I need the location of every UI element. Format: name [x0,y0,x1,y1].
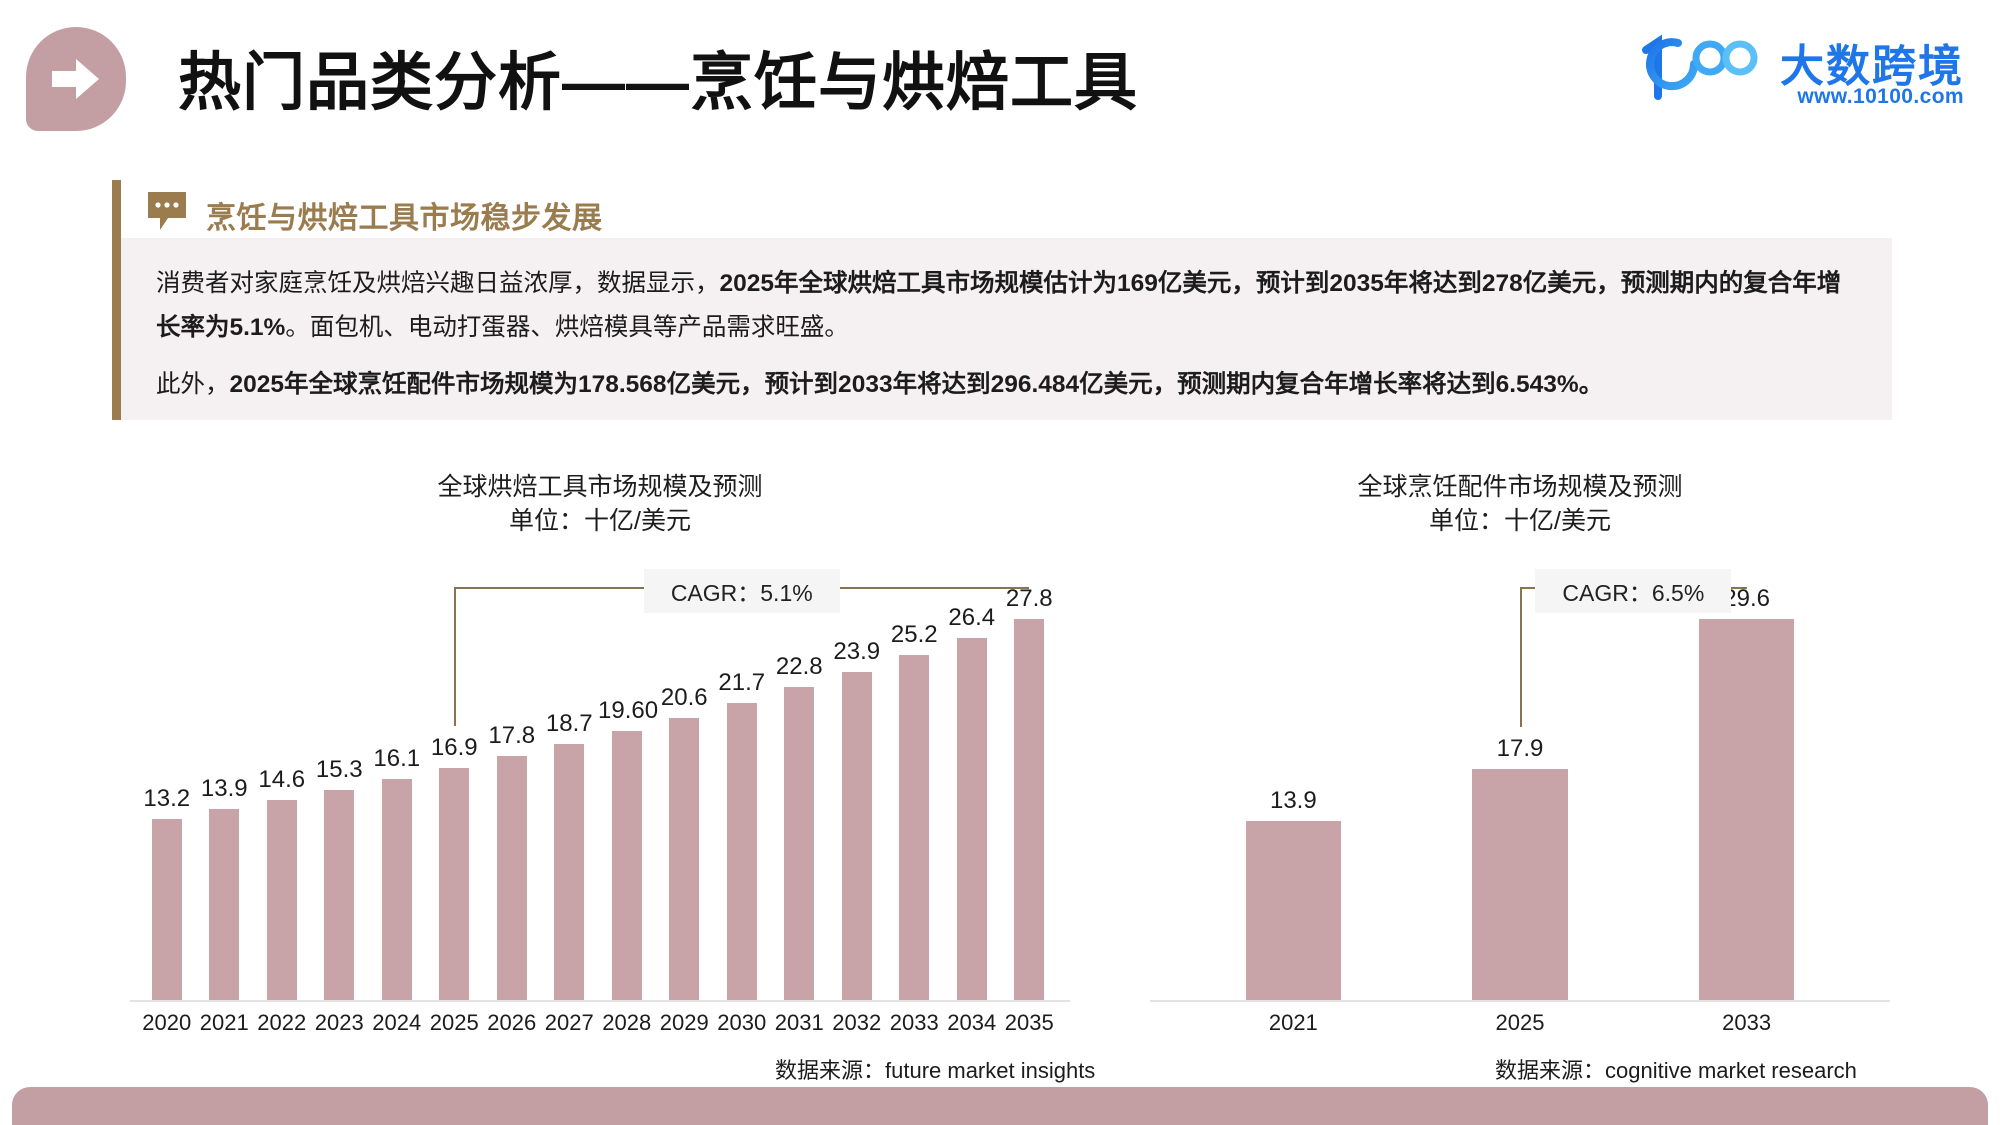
footer-bar [12,1087,1988,1125]
text-segment-2: 。面包机、电动打蛋器、烘焙模具等产品需求旺盛。 [285,314,849,341]
text-segment-1: 2025年全球烘焙工具市场规模估计为169亿美元，预计到2035年将达到278亿… [156,270,1842,341]
bar-2031[interactable] [784,687,815,1000]
bar-2025[interactable] [1472,769,1568,1000]
brand-name: 大数跨境 [1780,42,1964,91]
cagr-annotation-label: CAGR：6.5% [1535,569,1732,613]
chart-title-baking: 全球烘焙工具市场规模及预测 单位：十亿/美元 [280,470,920,538]
cagr-bracket-left [454,587,457,727]
bar-2027[interactable] [554,743,585,1000]
bar-value-label: 13.9 [1269,786,1317,814]
bar-value-label: 26.4 [948,604,996,632]
x-tick-label: 2028 [602,1010,652,1035]
page-title: 热门品类分析——烹饪与烘焙工具 [178,48,1138,118]
x-tick-label: 2031 [774,1010,824,1035]
text-segment-0: 消费者对家庭烹饪及烘焙兴趣日益浓厚，数据显示， [156,270,720,297]
x-tick-label: 2029 [659,1010,709,1035]
text-segment-0: 此外， [156,371,230,398]
bar-2022[interactable] [266,799,297,1000]
slide-header: 热门品类分析——烹饪与烘焙工具 大数跨境 www.10100.com [0,0,2000,150]
callout-heading: 烹饪与烘焙工具市场稳步发展 [206,202,603,235]
source-note-cooking: 数据来源：cognitive market research [1495,1058,1857,1083]
bar-2021[interactable] [209,809,240,1000]
x-tick-label: 2022 [257,1010,307,1035]
x-tick-label: 2020 [142,1010,192,1035]
bar-value-label: 13.2 [143,785,191,813]
bar-value-label: 16.1 [373,745,421,773]
chart-title-line1-cooking: 全球烹饪配件市场规模及预测 [1357,473,1683,501]
x-tick-label: 2024 [372,1010,422,1035]
text-segment-1: 2025年全球烹饪配件市场规模为178.568亿美元，预计到2033年将达到29… [229,371,1604,398]
x-axis-ticks-baking: 2020 2021 2022 2023 2024 2025 2026 2027 2028 2029… [120,1010,1080,1044]
x-tick-label: 2021 [199,1010,249,1035]
x-tick-label: 2023 [314,1010,364,1035]
bar-2032[interactable] [841,672,872,1000]
source-note-baking: 数据来源：future market insights [775,1058,1096,1083]
x-tick-label: 2032 [832,1010,882,1035]
bar-value-label: 17.9 [1496,735,1544,763]
x-tick-label: 2027 [544,1010,594,1035]
bar-2021[interactable] [1245,821,1341,1000]
x-tick-label: 2026 [487,1010,537,1035]
callout-body: 消费者对家庭烹饪及烘焙兴趣日益浓厚，数据显示，2025年全球烘焙工具市场规模估计… [121,238,1892,420]
bar-2025[interactable] [439,768,470,1000]
x-tick-label: 2034 [947,1010,997,1035]
bar-2026[interactable] [496,755,527,1000]
chart-title-unit: 单位：十亿/美元 [509,507,691,535]
bar-value-label: 15.3 [315,756,363,784]
bar-value-label: 20.6 [660,683,708,711]
x-axis-line-cooking [1150,1000,1890,1002]
chart-title-cooking: 全球烹饪配件市场规模及预测 单位：十亿/美元 [1200,470,1840,538]
arrow-right-icon [26,27,126,131]
bar-value-label: 21.7 [718,668,766,696]
logo-mark-icon [1642,34,1758,100]
bar-2028[interactable] [611,731,642,1000]
cagr-bracket-left [1520,587,1522,728]
bar-2024[interactable] [381,779,412,1000]
bar-2020[interactable] [151,819,182,1000]
bar-2023[interactable] [324,790,355,1000]
callout-accent-bar [112,180,121,420]
bar-value-label: 14.6 [258,765,306,793]
plot-area-baking: 13.2 13.9 14.6 15.3 16.1 16.9 17.8 18.7 19.60 20.… [120,569,1080,1000]
x-tick-label: 2030 [717,1010,767,1035]
callout-block: 烹饪与烘焙工具市场稳步发展 消费者对家庭烹饪及烘焙兴趣日益浓厚，数据显示，202… [112,180,1892,420]
plot-area-cooking: 13.9 17.9 29.6 CAGR：6.5% [1140,569,1900,1000]
bar-2030[interactable] [726,702,757,1000]
x-tick-label: 2025 [429,1010,479,1035]
x-axis-line-baking [130,1000,1070,1002]
speech-bubble-icon [148,192,186,230]
x-axis-ticks-cooking: 2021 2025 2033 [1140,1010,1900,1044]
x-tick-label: 2035 [1004,1010,1054,1035]
bar-value-label: 13.9 [200,775,248,803]
bar-2035[interactable] [1014,618,1045,1000]
bar-value-label: 23.9 [833,638,881,666]
bar-value-label: 22.8 [775,653,823,681]
x-tick-label: 2025 [1495,1010,1545,1035]
bar-2034[interactable] [956,638,987,1000]
bar-2033[interactable] [899,654,930,1000]
bar-value-label: 18.7 [545,709,593,737]
x-tick-label: 2021 [1268,1010,1318,1035]
arrow-right-glyph [52,59,99,99]
chart-title-line1: 全球烘焙工具市场规模及预测 [437,473,763,501]
bar-value-label: 27.8 [1005,584,1053,612]
bar-2033[interactable] [1699,618,1795,1000]
callout-paragraph-1: 消费者对家庭烹饪及烘焙兴趣日益浓厚，数据显示，2025年全球烘焙工具市场规模估计… [156,262,1856,350]
callout-paragraph-2: 此外，2025年全球烹饪配件市场规模为178.568亿美元，预计到2033年将达… [156,363,1856,407]
bar-value-label: 25.2 [890,620,938,648]
bar-value-label: 19.60 [598,697,659,725]
bar-value-label: 17.8 [488,721,536,749]
cagr-annotation-label: CAGR：5.1% [643,569,840,613]
bar-value-label: 16.9 [430,734,478,762]
chart-title-unit-cooking: 单位：十亿/美元 [1429,507,1611,535]
x-tick-label: 2033 [889,1010,939,1035]
chart-baking-tools: 全球烘焙工具市场规模及预测 单位：十亿/美元 13.2 13.9 14.6 15.3 1… [120,470,1095,1083]
x-tick-label: 2033 [1722,1010,1772,1035]
brand-url[interactable]: www.10100.com [1797,85,1964,108]
chart-cooking-accessories: 全球烹饪配件市场规模及预测 单位：十亿/美元 13.9 17.9 29.6 CAGR：… [1140,470,1900,1083]
bar-2029[interactable] [669,717,700,1000]
brand-logo: 大数跨境 www.10100.com [1636,30,1966,116]
